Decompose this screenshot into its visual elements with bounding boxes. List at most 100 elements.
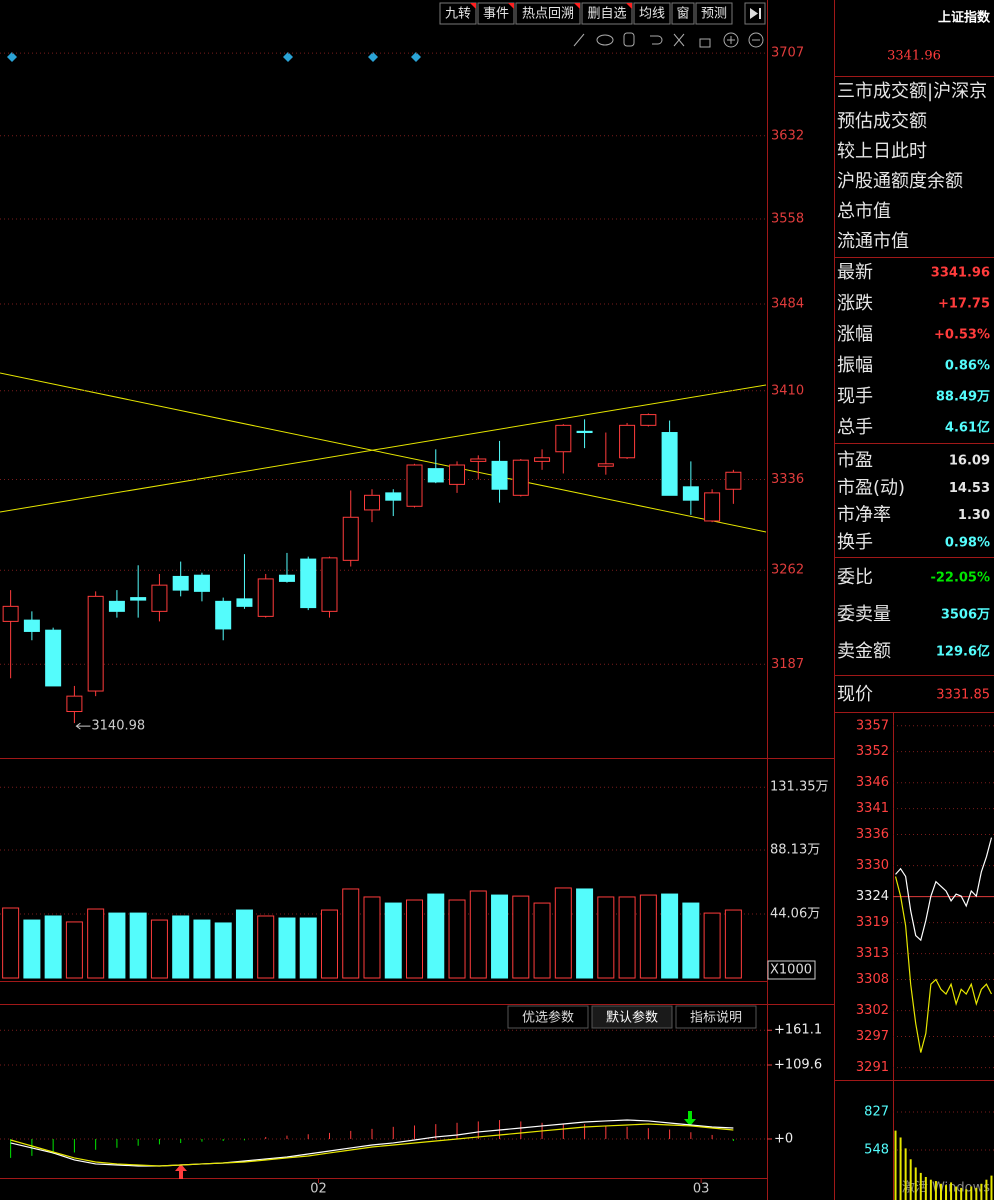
drawing-tools[interactable] [573, 32, 764, 48]
quote-label: 市盈(动) [837, 477, 905, 498]
candle-body [704, 492, 721, 522]
quote-label: 换手 [837, 532, 873, 553]
toolbar-button[interactable] [695, 2, 733, 25]
volume-bar [235, 909, 253, 979]
toolbar-button[interactable] [515, 2, 581, 25]
volume-bar [320, 909, 338, 979]
info-row-label: 总市值 [837, 201, 891, 222]
volume-bar [2, 907, 20, 979]
candle-body [278, 574, 295, 582]
volume-bar [363, 896, 381, 979]
zoom-in-icon[interactable] [723, 32, 739, 48]
volume-bar [703, 912, 721, 979]
toolbar-label[interactable]: 预测 [701, 7, 727, 22]
candle-body [2, 605, 19, 622]
volume-bar [427, 893, 445, 979]
candle-body [661, 432, 678, 496]
candle-body [406, 464, 423, 507]
y-tick-label: 3319 [856, 915, 889, 930]
toolbar-expand[interactable] [744, 2, 766, 25]
pen-icon[interactable] [573, 33, 585, 47]
toolbar-button[interactable] [477, 2, 515, 25]
candle-body [470, 458, 487, 462]
toolbar-label[interactable]: 事件 [483, 7, 509, 22]
unit-box [767, 960, 816, 980]
indicator-line [10, 1119, 734, 1167]
volume-bar [682, 902, 700, 979]
trend-line [0, 384, 767, 513]
indicator-tab-label[interactable]: 指标说明 [690, 1011, 742, 1026]
event-marker[interactable] [7, 52, 17, 62]
event-marker[interactable] [283, 52, 293, 62]
volume-bar [278, 917, 296, 979]
candle-body [640, 414, 657, 426]
quote-label: 市盈 [837, 450, 873, 471]
y-tick-label: +109.6 [774, 1057, 822, 1072]
candle-body [193, 574, 210, 592]
candle-body [257, 578, 274, 617]
indicator-tab[interactable] [507, 1005, 589, 1029]
toolbar-label[interactable]: 窗 [676, 6, 689, 22]
sell-signal-arrow [684, 1111, 696, 1126]
toolbar-button[interactable] [439, 2, 477, 25]
indicator-tab[interactable] [591, 1005, 673, 1029]
volume-bar [724, 909, 742, 979]
toolbar-button[interactable] [671, 2, 695, 25]
quote-value: +17.75 [938, 297, 990, 312]
candle-body [342, 516, 359, 561]
undo-icon[interactable] [650, 35, 663, 45]
quote-label: 现手 [837, 386, 873, 407]
candle-body [555, 424, 572, 453]
candle-body [87, 595, 104, 692]
lock-icon[interactable] [699, 38, 711, 48]
toolbar-label[interactable]: 九转 [445, 7, 471, 22]
quote-label: 最新 [837, 262, 873, 283]
cut-icon[interactable] [673, 33, 685, 47]
indicator-line [895, 837, 993, 942]
info-row-label: 较上日此时 [837, 141, 927, 162]
indicator-tab-label[interactable]: 优选参数 [522, 1010, 574, 1026]
indicator-tab[interactable] [675, 1005, 757, 1029]
quote-value: 14.53 [949, 481, 990, 496]
event-markers[interactable] [7, 52, 421, 62]
toolbar-label[interactable]: 删自选 [587, 7, 626, 22]
zoom-in-icon[interactable] [727, 36, 735, 44]
y-tick-label: 3297 [856, 1029, 889, 1044]
volume-bar [639, 894, 657, 979]
toolbar-label[interactable]: 均线 [639, 7, 665, 22]
eye-icon[interactable] [596, 34, 614, 46]
event-marker[interactable] [368, 52, 378, 62]
expand-icon[interactable] [750, 8, 758, 19]
y-tick-label: 3291 [856, 1060, 889, 1075]
candle-body [682, 486, 699, 501]
volume-bar [533, 902, 551, 979]
y-tick-label: 3632 [771, 128, 804, 143]
volume-bar [257, 915, 275, 979]
y-tick-label: 44.06万 [770, 907, 820, 922]
volume-bar [491, 894, 509, 979]
candle-body [619, 424, 636, 459]
candle-body [725, 471, 742, 490]
index-name: 上证指数 [938, 10, 991, 26]
y-tick-label: 3313 [856, 946, 889, 961]
toolbar-flag [626, 3, 632, 9]
toolbar-label[interactable]: 热点回溯 [522, 6, 574, 22]
quote-value: 3341.96 [931, 266, 990, 281]
indicator-tab-label[interactable]: 默认参数 [606, 1010, 658, 1026]
toolbar-button[interactable] [581, 2, 633, 25]
buy-signal-arrow [175, 1164, 187, 1179]
toolbar-button[interactable] [633, 2, 671, 25]
y-tick-label: 3324 [856, 889, 889, 904]
quote-label: 涨跌 [837, 293, 873, 314]
quote-value: 0.98% [945, 535, 990, 550]
candle-body [300, 558, 317, 609]
candle-body [534, 457, 551, 462]
hand-icon[interactable] [623, 32, 635, 47]
y-tick-label: +161.1 [774, 1023, 822, 1038]
zoom-out-icon[interactable] [748, 32, 764, 48]
volume-bar [129, 912, 147, 979]
event-marker[interactable] [411, 52, 421, 62]
candle-body [364, 494, 380, 511]
y-tick-label: 3484 [771, 296, 804, 311]
